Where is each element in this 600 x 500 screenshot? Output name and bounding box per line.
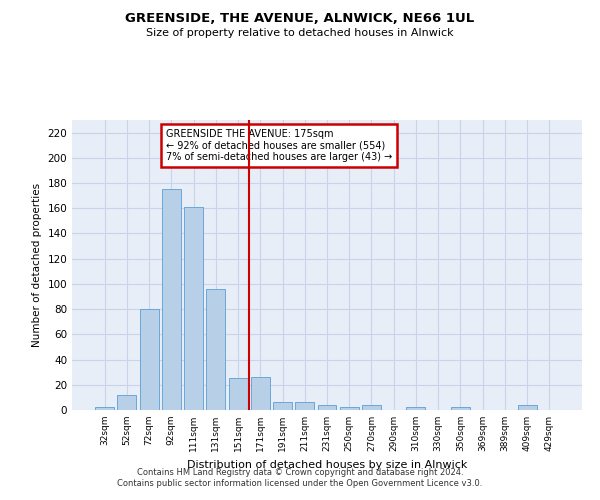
Bar: [362, 405, 381, 410]
Text: GREENSIDE, THE AVENUE, ALNWICK, NE66 1UL: GREENSIDE, THE AVENUE, ALNWICK, NE66 1UL: [125, 12, 475, 26]
Bar: [229, 378, 248, 410]
Bar: [251, 377, 270, 410]
Bar: [95, 408, 114, 410]
Bar: [317, 405, 337, 410]
Bar: [184, 207, 203, 410]
Bar: [162, 190, 181, 410]
Bar: [518, 405, 536, 410]
Text: GREENSIDE THE AVENUE: 175sqm
← 92% of detached houses are smaller (554)
7% of se: GREENSIDE THE AVENUE: 175sqm ← 92% of de…: [166, 128, 392, 162]
X-axis label: Distribution of detached houses by size in Alnwick: Distribution of detached houses by size …: [187, 460, 467, 469]
Bar: [295, 402, 314, 410]
Bar: [451, 408, 470, 410]
Bar: [273, 402, 292, 410]
Text: Contains HM Land Registry data © Crown copyright and database right 2024.
Contai: Contains HM Land Registry data © Crown c…: [118, 468, 482, 487]
Text: Size of property relative to detached houses in Alnwick: Size of property relative to detached ho…: [146, 28, 454, 38]
Bar: [206, 289, 225, 410]
Bar: [140, 309, 158, 410]
Bar: [340, 408, 359, 410]
Y-axis label: Number of detached properties: Number of detached properties: [32, 183, 42, 347]
Bar: [406, 408, 425, 410]
Bar: [118, 395, 136, 410]
